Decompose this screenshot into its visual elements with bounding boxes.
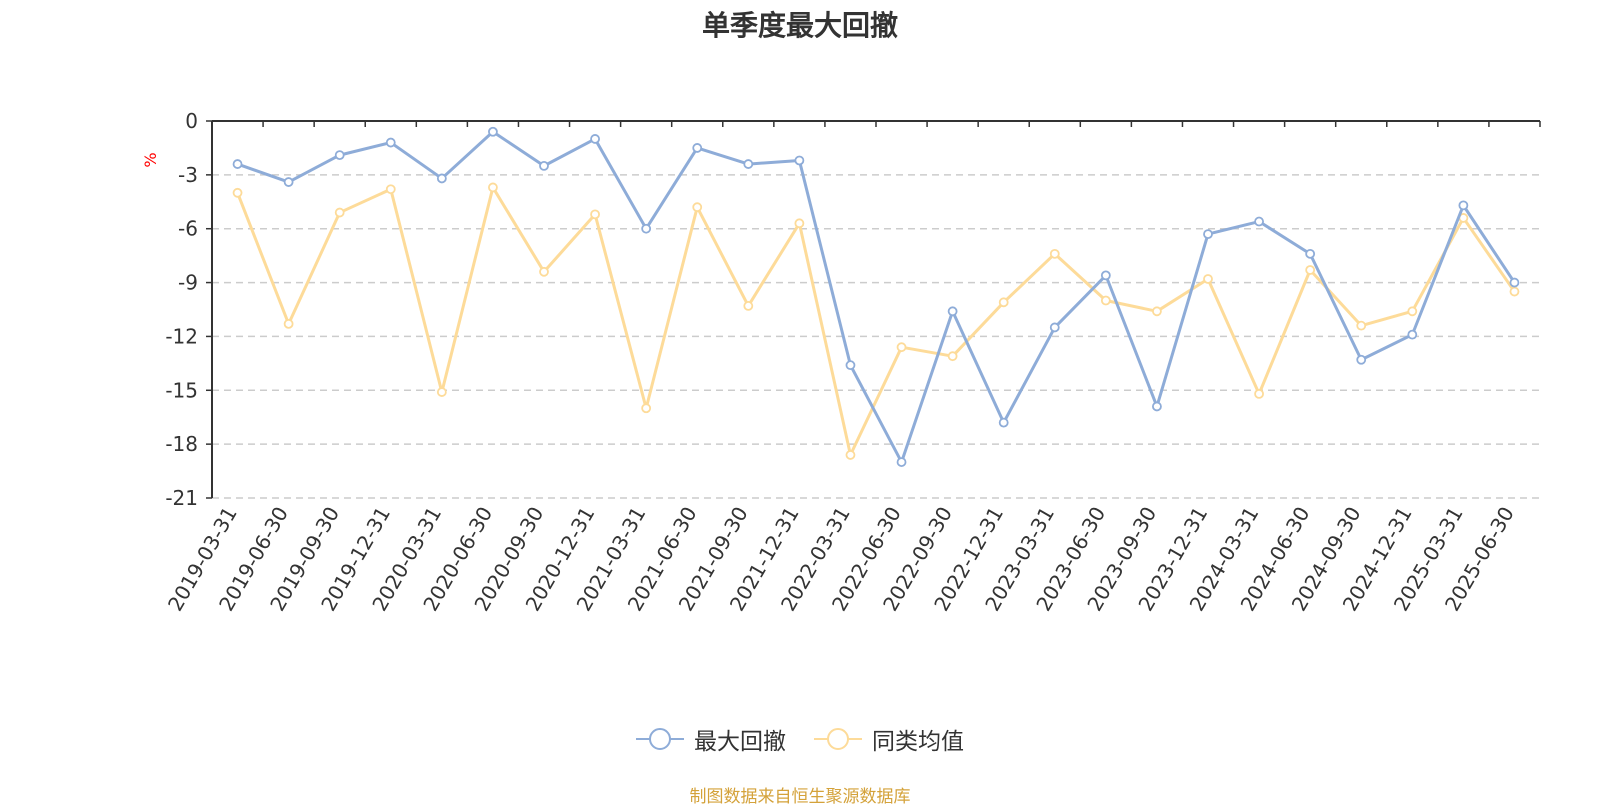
legend: 最大回撤 同类均值 <box>0 722 1600 756</box>
data-point[interactable] <box>539 160 549 171</box>
data-point[interactable] <box>743 301 754 311</box>
data-point[interactable] <box>1305 265 1316 275</box>
y-tick-label: -21 <box>165 486 198 510</box>
y-tick-labels: 0 -3 -6 -9 -12 -15 -18 -21 <box>165 109 198 510</box>
data-point[interactable] <box>1152 401 1162 412</box>
data-point[interactable] <box>436 173 447 184</box>
data-point[interactable] <box>998 417 1009 428</box>
data-point[interactable] <box>539 266 549 277</box>
data-point[interactable] <box>283 318 294 329</box>
data-point[interactable] <box>1509 286 1520 297</box>
y-tick-label: -18 <box>165 432 198 456</box>
data-point[interactable] <box>998 297 1009 308</box>
data-point[interactable] <box>590 209 600 220</box>
series <box>232 126 1520 467</box>
data-point[interactable] <box>1100 295 1111 306</box>
data-point[interactable] <box>1305 248 1316 259</box>
series-line <box>236 185 1516 457</box>
source-note: 制图数据来自恒生聚源数据库 <box>689 787 911 807</box>
grid-lines <box>212 174 1540 499</box>
legend-label: 同类均值 <box>872 729 964 755</box>
data-point[interactable] <box>1152 306 1162 317</box>
legend-item-max-drawdown[interactable]: 最大回撤 <box>636 722 786 756</box>
data-point[interactable] <box>1254 388 1264 399</box>
data-point[interactable] <box>1458 200 1469 211</box>
axes <box>206 120 1541 499</box>
data-point[interactable] <box>845 360 856 371</box>
data-point[interactable] <box>1407 329 1418 340</box>
data-point[interactable] <box>1100 270 1111 281</box>
legend-label: 最大回撤 <box>694 729 786 755</box>
data-point[interactable] <box>1049 248 1060 259</box>
data-point[interactable] <box>334 150 345 161</box>
data-point[interactable] <box>1407 306 1418 317</box>
data-point[interactable] <box>334 207 345 218</box>
data-point[interactable] <box>1356 320 1367 331</box>
data-point[interactable] <box>283 177 294 187</box>
data-point[interactable] <box>845 450 856 460</box>
series-0 <box>232 126 1520 467</box>
y-tick-label: -3 <box>178 163 198 187</box>
data-point[interactable] <box>1203 229 1213 240</box>
data-point[interactable] <box>641 223 652 234</box>
data-point[interactable] <box>794 218 805 229</box>
data-point[interactable] <box>1203 274 1213 284</box>
data-point[interactable] <box>692 143 703 153</box>
legend-line-circle-icon <box>636 728 684 750</box>
data-point[interactable] <box>743 159 754 169</box>
y-tick-label: -15 <box>165 378 198 402</box>
data-point[interactable] <box>1049 322 1060 333</box>
data-point[interactable] <box>488 182 498 193</box>
data-point[interactable] <box>1509 277 1520 288</box>
data-point[interactable] <box>692 202 703 213</box>
x-tick-labels: 2019-03-312019-06-302019-09-302019-12-31… <box>163 503 1519 616</box>
data-point[interactable] <box>641 403 652 414</box>
data-point[interactable] <box>1254 216 1264 227</box>
y-tick-label: -12 <box>165 324 198 348</box>
data-point[interactable] <box>232 187 243 198</box>
data-point[interactable] <box>232 159 243 169</box>
data-point[interactable] <box>1356 354 1367 365</box>
data-point[interactable] <box>385 137 396 148</box>
legend-item-peer-average[interactable]: 同类均值 <box>814 722 964 756</box>
series-1 <box>232 182 1520 460</box>
data-point[interactable] <box>896 457 907 467</box>
data-point[interactable] <box>488 126 498 137</box>
y-tick-label: -6 <box>178 217 198 241</box>
data-point[interactable] <box>896 342 907 353</box>
data-point[interactable] <box>947 351 958 362</box>
chart-title: 单季度最大回撤 <box>701 9 898 42</box>
y-tick-label: 0 <box>185 109 198 133</box>
data-point[interactable] <box>590 134 600 144</box>
y-axis-label: % <box>141 152 160 167</box>
series-line <box>237 130 1516 464</box>
data-point[interactable] <box>794 155 805 166</box>
y-tick-label: -9 <box>178 271 198 295</box>
data-point[interactable] <box>436 387 447 397</box>
legend-line-circle-icon <box>814 728 862 750</box>
data-point[interactable] <box>385 184 396 195</box>
data-point[interactable] <box>947 306 958 317</box>
